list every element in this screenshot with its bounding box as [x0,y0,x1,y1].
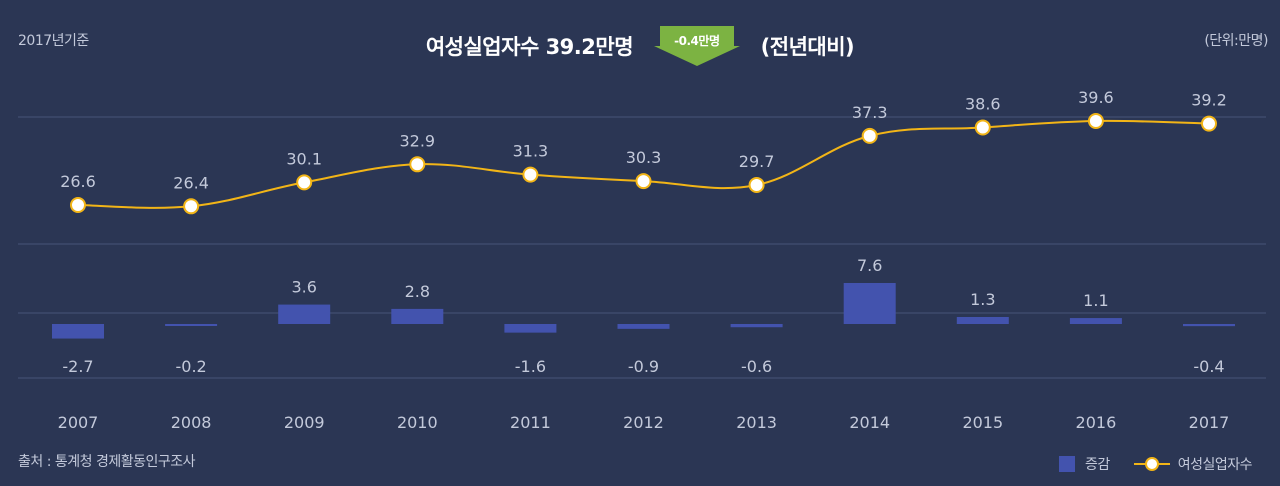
bar-2017 [1183,324,1235,327]
bar-2009 [278,304,331,324]
line-point-2009 [296,174,313,191]
bar-label-2008: -0.2 [175,357,206,376]
x-tick-2010: 2010 [397,413,438,432]
line-label-2010: 32.9 [399,131,435,150]
base-year-label: 2017년기준 [18,33,89,49]
line-point-2011 [522,166,539,183]
line-point-2016 [1087,113,1104,129]
legend-line-swatch [1133,457,1170,471]
legend: 증감 여성실업자수 [1058,454,1253,474]
line-label-2014: 37.3 [852,103,888,122]
bar-2013 [730,324,783,328]
change-badge-text: -0.4만명 [674,34,720,48]
bar-2011 [504,324,557,333]
x-tick-2008: 2008 [171,413,212,432]
bar-label-2014: 7.6 [857,256,882,275]
headline-value: 여성실업자수 39.2만명 [425,35,634,59]
bar-label-2009: 3.6 [291,278,316,297]
legend-line-label: 여성실업자수 [1177,457,1253,473]
x-tick-2016: 2016 [1076,413,1117,432]
legend-bar-swatch [1058,456,1075,472]
x-tick-2017: 2017 [1189,413,1230,432]
headline-comparison: (전년대비) [760,35,855,59]
bar-label-2010: 2.8 [405,282,430,301]
x-tick-2013: 2013 [736,413,777,432]
line-point-2013 [748,176,765,193]
bar-label-2015: 1.3 [970,290,995,309]
line-label-2007: 26.6 [60,172,96,191]
down-arrow-icon [653,26,740,66]
bar-2010 [391,308,444,324]
headline: 여성실업자수 39.2만명 -0.4만명 (전년대비) [0,26,1280,66]
source-label: 출처 : 통계청 경제활동인구조사 [18,454,196,470]
bar-label-2007: -2.7 [62,357,93,376]
bar-label-2013: -0.6 [741,357,772,376]
line-label-2017: 39.2 [1191,91,1227,110]
legend-bar-label: 증감 [1084,457,1110,473]
line-label-2009: 30.1 [286,149,322,168]
line-label-2016: 39.6 [1078,88,1114,107]
line-point-2012 [635,173,652,190]
bar-2007 [52,324,104,339]
bar-2014 [843,283,896,324]
line-label-2011: 31.3 [513,142,549,161]
line-point-2015 [974,119,991,136]
bar-label-2017: -0.4 [1193,357,1224,376]
line-label-2013: 29.7 [739,152,775,171]
unit-label: (단위:만명) [1204,33,1268,49]
line-label-2012: 30.3 [626,148,662,167]
x-tick-2012: 2012 [623,413,664,432]
x-tick-2011: 2011 [510,413,551,432]
line-point-2010 [409,156,426,173]
bar-2015 [956,316,1009,324]
x-tick-2007: 2007 [58,413,99,432]
x-tick-2015: 2015 [962,413,1003,432]
bar-label-2016: 1.1 [1083,291,1108,310]
bar-label-2012: -0.9 [628,357,659,376]
line-point-2017 [1201,115,1217,132]
bar-2012 [617,324,670,329]
line-point-2007 [70,197,86,213]
x-tick-2009: 2009 [284,413,325,432]
x-tick-2014: 2014 [849,413,890,432]
bar-2008 [165,324,218,326]
line-label-2015: 38.6 [965,94,1001,113]
line-label-2008: 26.4 [173,173,209,192]
line-point-2014 [861,127,878,144]
bar-2016 [1069,318,1122,324]
bar-label-2011: -1.6 [515,357,546,376]
line-point-2008 [183,198,200,215]
change-badge: -0.4만명 [653,26,740,66]
